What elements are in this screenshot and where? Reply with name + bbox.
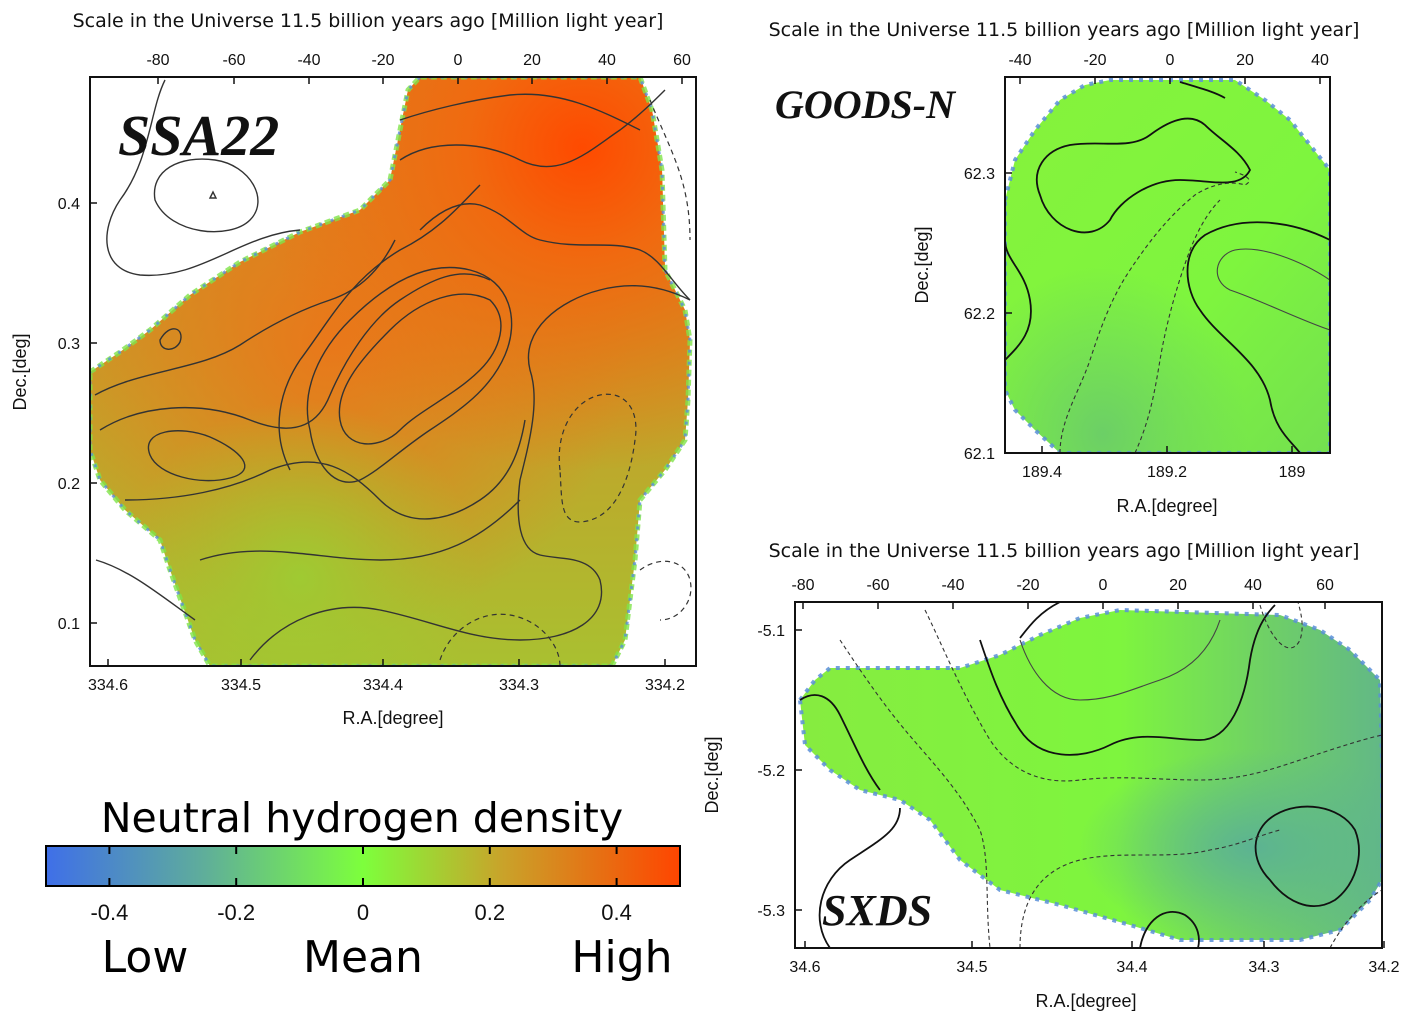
ssa22-toptick-label: 20 — [523, 52, 541, 69]
ssa22-label: SSA22 — [118, 103, 279, 168]
goodsn-xtick-label: 189 — [1279, 464, 1306, 481]
colorbar-tick-label: -0.2 — [217, 900, 255, 925]
sxds-axes: 34.6 34.5 34.4 34.3 34.2 -5.1 -5.2 -5.3 -80 -60 -4… — [757, 577, 1399, 976]
ssa22-xtick-label: 334.5 — [221, 677, 261, 694]
colorbar-high-label: High — [571, 932, 672, 983]
goodsn-ytick-label: 62.2 — [964, 306, 995, 323]
ssa22-toptick-label: -60 — [222, 52, 245, 69]
goodsn-contours — [1005, 81, 1330, 453]
sxds-ylabel: Dec.[deg] — [702, 736, 722, 813]
goodsn-axes: 189.4 189.2 189 62.3 62.2 62.1 -40 -20 0 20 40 — [964, 52, 1329, 481]
sxds-scale-title: Scale in the Universe 11.5 billion years… — [769, 540, 1360, 562]
sxds-toptick-label: -80 — [791, 577, 814, 594]
ssa22-contours — [94, 79, 691, 661]
colorbar-tick-label: 0.4 — [601, 900, 632, 925]
sxds-xtick-label: 34.6 — [789, 959, 820, 976]
goodsn-xtick-label: 189.4 — [1022, 464, 1062, 481]
colorbar-mean-label: Mean — [303, 932, 423, 983]
sxds-density-map — [797, 602, 1382, 948]
colorbar-tick-label: 0 — [357, 900, 369, 925]
colorbar-tick-label: -0.4 — [90, 900, 128, 925]
ssa22-frame — [89, 76, 697, 667]
ssa22-toptick-label: -80 — [146, 52, 169, 69]
sxds-frame — [794, 601, 1383, 949]
ssa22-toptick-label: -40 — [297, 52, 320, 69]
ssa22-xlabel: R.A.[degree] — [342, 708, 443, 728]
ssa22-xtick-label: 334.2 — [645, 677, 685, 694]
ssa22-ytick-label: 0.3 — [58, 336, 80, 353]
colorbar: Neutral hydrogen density -0.4 -0.2 0 0.2 0.4… — [45, 794, 681, 983]
sxds-label: SXDS — [822, 886, 932, 935]
goodsn-toptick-label: -40 — [1008, 52, 1031, 69]
goodsn-thin-contours — [1216, 248, 1330, 331]
ssa22-xtick-label: 334.3 — [499, 677, 539, 694]
goodsn-density-map — [1005, 78, 1330, 453]
ssa22-density-map — [90, 77, 693, 666]
colorbar-low-label: Low — [102, 932, 189, 983]
ssa22-panel: Scale in the Universe 11.5 billion years… — [10, 10, 697, 728]
ssa22-ytick-label: 0.2 — [58, 476, 80, 493]
sxds-ytick-label: -5.1 — [757, 623, 785, 640]
ssa22-toptick-label: 0 — [454, 52, 463, 69]
goodsn-dashed-contours — [1059, 171, 1250, 453]
sxds-toptick-label: 40 — [1244, 577, 1262, 594]
colorbar-tick-label: 0.2 — [475, 900, 506, 925]
ssa22-xtick-label: 334.6 — [88, 677, 128, 694]
ssa22-ylabel: Dec.[deg] — [10, 333, 30, 410]
sxds-toptick-label: 60 — [1316, 577, 1334, 594]
goodsn-panel: Scale in the Universe 11.5 billion years… — [769, 19, 1360, 516]
sxds-xtick-label: 34.4 — [1116, 959, 1147, 976]
ssa22-toptick-label: 40 — [598, 52, 616, 69]
sxds-toptick-label: 0 — [1099, 577, 1108, 594]
ssa22-ytick-label: 0.4 — [58, 196, 80, 213]
sxds-thin-contours — [1019, 619, 1221, 701]
ssa22-toptick-label: -20 — [371, 52, 394, 69]
colorbar-ticks: -0.4 -0.2 0 0.2 0.4 — [90, 846, 632, 925]
goodsn-ytick-label: 62.1 — [964, 446, 995, 463]
sxds-xtick-label: 34.5 — [956, 959, 987, 976]
sxds-xtick-label: 34.3 — [1248, 959, 1279, 976]
goodsn-toptick-label: -20 — [1083, 52, 1106, 69]
ssa22-dashed-contours — [439, 99, 692, 666]
ssa22-xtick-label: 334.4 — [363, 677, 403, 694]
ssa22-scale-title: Scale in the Universe 11.5 billion years… — [73, 10, 664, 32]
ssa22-axes: 334.6 334.5 334.4 334.3 334.2 0.4 0.3 0.2 0.1 -80… — [58, 52, 691, 694]
sxds-toptick-label: -60 — [866, 577, 889, 594]
goodsn-ylabel: Dec.[deg] — [912, 226, 932, 303]
sxds-ytick-label: -5.3 — [757, 903, 785, 920]
sxds-panel: Scale in the Universe 11.5 billion years… — [702, 540, 1400, 1011]
sxds-dashed-contours — [839, 602, 1382, 948]
goodsn-xlabel: R.A.[degree] — [1116, 496, 1217, 516]
sxds-xlabel: R.A.[degree] — [1035, 991, 1136, 1011]
ssa22-ytick-label: 0.1 — [58, 616, 80, 633]
goodsn-toptick-label: 40 — [1311, 52, 1329, 69]
goodsn-toptick-label: 20 — [1236, 52, 1254, 69]
goodsn-toptick-label: 0 — [1166, 52, 1175, 69]
sxds-toptick-label: -20 — [1016, 577, 1039, 594]
goodsn-label: GOODS-N — [775, 82, 957, 127]
goodsn-ytick-label: 62.3 — [964, 166, 995, 183]
sxds-ytick-label: -5.2 — [757, 763, 785, 780]
ssa22-toptick-label: 60 — [673, 52, 691, 69]
goodsn-scale-title: Scale in the Universe 11.5 billion years… — [769, 19, 1360, 41]
sxds-toptick-label: 20 — [1169, 577, 1187, 594]
goodsn-xtick-label: 189.2 — [1147, 464, 1187, 481]
sxds-toptick-label: -40 — [941, 577, 964, 594]
colorbar-title: Neutral hydrogen density — [101, 794, 623, 842]
sxds-xtick-label: 34.2 — [1368, 959, 1399, 976]
sxds-contours — [799, 602, 1360, 948]
